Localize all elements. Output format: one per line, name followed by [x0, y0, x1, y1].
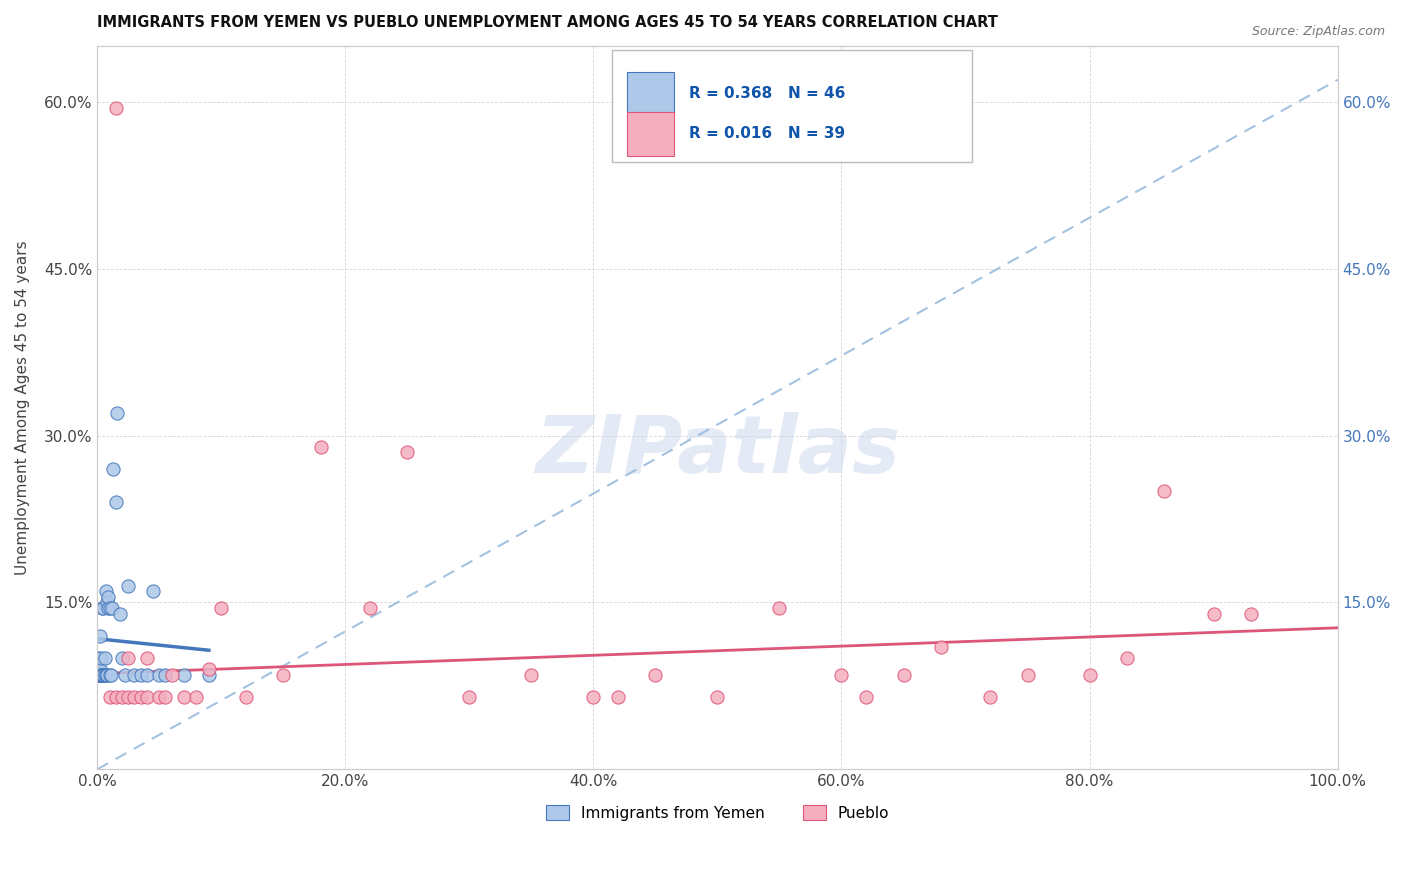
Point — [117, 579, 139, 593]
Point — [101, 601, 124, 615]
Point — [155, 690, 177, 704]
Y-axis label: Unemployment Among Ages 45 to 54 years: Unemployment Among Ages 45 to 54 years — [15, 241, 30, 575]
Point — [209, 601, 232, 615]
FancyBboxPatch shape — [627, 71, 673, 115]
Point — [90, 667, 112, 681]
Point — [98, 601, 121, 615]
Point — [97, 590, 120, 604]
Point — [271, 667, 294, 681]
Text: R = 0.368   N = 46: R = 0.368 N = 46 — [689, 86, 845, 101]
Point — [155, 667, 177, 681]
Point — [396, 445, 419, 459]
Point — [90, 651, 112, 665]
Point — [93, 667, 115, 681]
Point — [117, 690, 139, 704]
Point — [830, 667, 852, 681]
Text: R = 0.016   N = 39: R = 0.016 N = 39 — [689, 127, 845, 142]
Point — [89, 667, 111, 681]
Point — [129, 667, 152, 681]
Point — [582, 690, 605, 704]
Point — [160, 667, 183, 681]
Point — [768, 601, 790, 615]
Point — [458, 690, 481, 704]
Point — [94, 667, 117, 681]
Point — [706, 690, 728, 704]
Point — [855, 690, 877, 704]
Point — [148, 690, 170, 704]
Text: Source: ZipAtlas.com: Source: ZipAtlas.com — [1251, 25, 1385, 38]
Legend: Immigrants from Yemen, Pueblo: Immigrants from Yemen, Pueblo — [540, 798, 896, 827]
Point — [607, 690, 630, 704]
Point — [105, 406, 128, 420]
Point — [929, 640, 952, 654]
Point — [87, 667, 110, 681]
Point — [198, 662, 221, 676]
Point — [91, 667, 114, 681]
Point — [1115, 651, 1137, 665]
Point — [87, 651, 110, 665]
Point — [1240, 607, 1263, 621]
Bar — [612, 50, 972, 162]
Point — [96, 667, 118, 681]
Point — [1153, 484, 1175, 499]
Point — [124, 690, 146, 704]
Point — [173, 690, 195, 704]
Point — [979, 690, 1001, 704]
Point — [94, 584, 117, 599]
Point — [108, 607, 131, 621]
Point — [90, 667, 112, 681]
Point — [93, 667, 115, 681]
Point — [98, 667, 121, 681]
Point — [97, 601, 120, 615]
Point — [1202, 607, 1225, 621]
Point — [117, 651, 139, 665]
Point — [135, 667, 157, 681]
Point — [104, 690, 127, 704]
Point — [1017, 667, 1039, 681]
Point — [91, 667, 114, 681]
Point — [96, 595, 118, 609]
Point — [135, 690, 157, 704]
Point — [142, 584, 165, 599]
Point — [89, 662, 111, 676]
Point — [104, 101, 127, 115]
Point — [100, 667, 122, 681]
Point — [91, 601, 114, 615]
Point — [87, 667, 110, 681]
Point — [173, 667, 195, 681]
Point — [124, 667, 146, 681]
Point — [89, 629, 111, 643]
Point — [89, 667, 111, 681]
Point — [235, 690, 257, 704]
Point — [359, 601, 381, 615]
Point — [309, 440, 332, 454]
Point — [520, 667, 543, 681]
Point — [93, 601, 115, 615]
Point — [114, 667, 136, 681]
Point — [198, 667, 221, 681]
Point — [1078, 667, 1101, 681]
Point — [135, 651, 157, 665]
Point — [98, 690, 121, 704]
Point — [91, 667, 114, 681]
Text: IMMIGRANTS FROM YEMEN VS PUEBLO UNEMPLOYMENT AMONG AGES 45 TO 54 YEARS CORRELATI: IMMIGRANTS FROM YEMEN VS PUEBLO UNEMPLOY… — [97, 15, 998, 30]
Point — [893, 667, 915, 681]
Point — [111, 690, 134, 704]
FancyBboxPatch shape — [627, 112, 673, 155]
Point — [644, 667, 666, 681]
Point — [148, 667, 170, 681]
Point — [87, 657, 110, 671]
Point — [87, 662, 110, 676]
Point — [103, 462, 125, 476]
Point — [129, 690, 152, 704]
Point — [104, 495, 127, 509]
Point — [93, 651, 115, 665]
Point — [111, 651, 134, 665]
Text: ZIPatlas: ZIPatlas — [534, 412, 900, 491]
Point — [93, 667, 115, 681]
Point — [186, 690, 208, 704]
